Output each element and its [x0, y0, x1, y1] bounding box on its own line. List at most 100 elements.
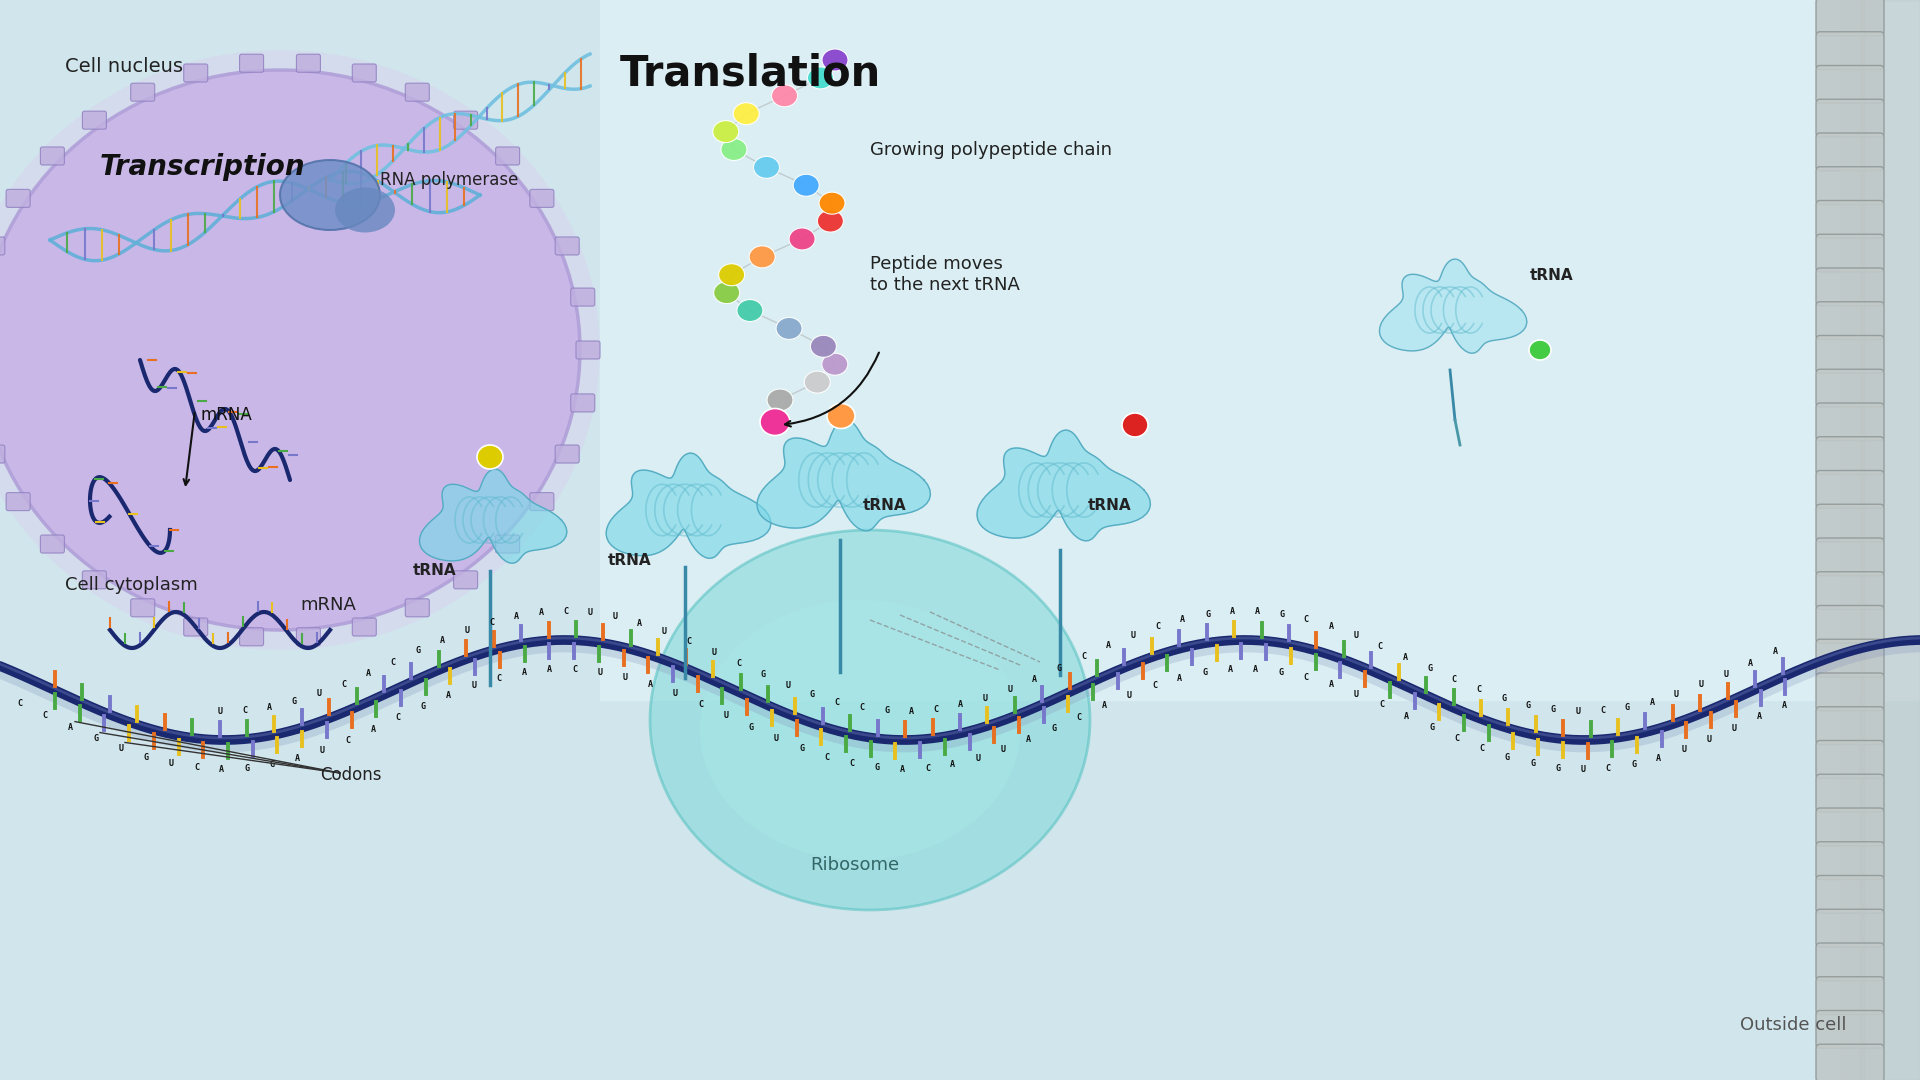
FancyBboxPatch shape [83, 111, 106, 130]
Text: C: C [1379, 700, 1384, 710]
Text: A: A [296, 754, 300, 762]
FancyBboxPatch shape [1816, 1011, 1884, 1049]
Text: C: C [925, 764, 929, 773]
Text: A: A [1402, 652, 1407, 662]
FancyBboxPatch shape [1816, 909, 1884, 947]
Text: C: C [396, 713, 401, 723]
Text: tRNA: tRNA [609, 553, 651, 568]
Polygon shape [607, 453, 772, 558]
Text: U: U [169, 759, 175, 768]
Text: C: C [849, 759, 854, 768]
Text: C: C [497, 674, 501, 683]
FancyBboxPatch shape [530, 189, 553, 207]
Text: Ribosome: Ribosome [810, 856, 899, 874]
Text: G: G [1427, 664, 1432, 673]
Text: U: U [724, 712, 728, 720]
Text: A: A [637, 619, 641, 627]
Text: G: G [1501, 693, 1507, 703]
Text: U: U [470, 681, 476, 690]
FancyBboxPatch shape [576, 341, 599, 359]
Text: A: A [538, 608, 543, 617]
FancyBboxPatch shape [1816, 403, 1884, 441]
Ellipse shape [828, 404, 854, 429]
FancyBboxPatch shape [1816, 436, 1884, 474]
Text: G: G [760, 671, 766, 679]
Text: C: C [390, 658, 396, 666]
Text: G: G [420, 702, 426, 711]
Text: mRNA: mRNA [300, 596, 355, 615]
Text: A: A [365, 669, 371, 678]
Text: U: U [119, 744, 123, 753]
Text: A: A [515, 611, 518, 621]
Text: A: A [1757, 713, 1763, 721]
Polygon shape [756, 420, 931, 531]
Text: G: G [1526, 701, 1530, 710]
Ellipse shape [1121, 413, 1148, 437]
Text: mRNA: mRNA [200, 406, 252, 424]
Text: A: A [1025, 735, 1031, 744]
Text: U: U [612, 612, 618, 621]
Text: C: C [1605, 764, 1611, 773]
Text: G: G [799, 744, 804, 753]
Text: U: U [1131, 631, 1137, 640]
FancyBboxPatch shape [0, 237, 4, 255]
FancyBboxPatch shape [0, 445, 4, 463]
Text: A: A [219, 765, 225, 774]
Text: G: G [1279, 610, 1284, 619]
Ellipse shape [701, 600, 1020, 860]
Ellipse shape [808, 67, 833, 89]
Text: G: G [1056, 664, 1062, 673]
Ellipse shape [733, 103, 758, 124]
Text: C: C [1455, 734, 1459, 743]
Text: U: U [622, 673, 628, 681]
Text: tRNA: tRNA [413, 563, 457, 578]
Text: A: A [1782, 701, 1788, 710]
Text: C: C [563, 607, 568, 616]
Ellipse shape [820, 192, 845, 214]
Text: U: U [1008, 685, 1012, 694]
Text: A: A [900, 765, 904, 774]
FancyBboxPatch shape [555, 237, 580, 255]
Text: U: U [217, 707, 223, 716]
Text: G: G [1279, 667, 1283, 677]
Text: Cell cytoplasm: Cell cytoplasm [65, 576, 198, 594]
Text: A: A [1177, 674, 1183, 683]
Text: C: C [490, 618, 493, 626]
Text: C: C [699, 700, 703, 708]
Text: G: G [1505, 753, 1509, 762]
Text: A: A [547, 665, 551, 674]
Ellipse shape [753, 157, 780, 178]
Text: A: A [1102, 701, 1106, 711]
Text: A: A [1181, 615, 1185, 624]
Text: G: G [876, 764, 879, 772]
FancyBboxPatch shape [40, 535, 65, 553]
Text: C: C [242, 706, 248, 715]
FancyBboxPatch shape [1816, 774, 1884, 812]
Text: U: U [1354, 632, 1357, 640]
Text: U: U [1127, 690, 1131, 700]
FancyBboxPatch shape [1816, 166, 1884, 204]
Text: C: C [1304, 673, 1308, 681]
Text: C: C [342, 679, 346, 689]
Text: A: A [1033, 675, 1037, 684]
Text: C: C [735, 659, 741, 669]
Text: G: G [415, 646, 420, 656]
Text: C: C [933, 705, 939, 714]
Text: U: U [710, 648, 716, 657]
Text: G: G [883, 706, 889, 715]
Text: C: C [1379, 642, 1382, 650]
Text: tRNA: tRNA [1530, 268, 1574, 283]
Text: G: G [810, 690, 814, 699]
FancyBboxPatch shape [83, 571, 106, 589]
Text: C: C [572, 665, 578, 674]
Text: C: C [1480, 744, 1484, 754]
Ellipse shape [818, 210, 843, 232]
Bar [1839, 0, 1920, 1080]
FancyBboxPatch shape [530, 492, 553, 511]
Text: U: U [321, 745, 324, 755]
FancyBboxPatch shape [6, 189, 31, 207]
Text: A: A [1404, 712, 1409, 720]
Ellipse shape [476, 445, 503, 469]
Ellipse shape [760, 408, 789, 435]
Text: A: A [1747, 659, 1753, 667]
